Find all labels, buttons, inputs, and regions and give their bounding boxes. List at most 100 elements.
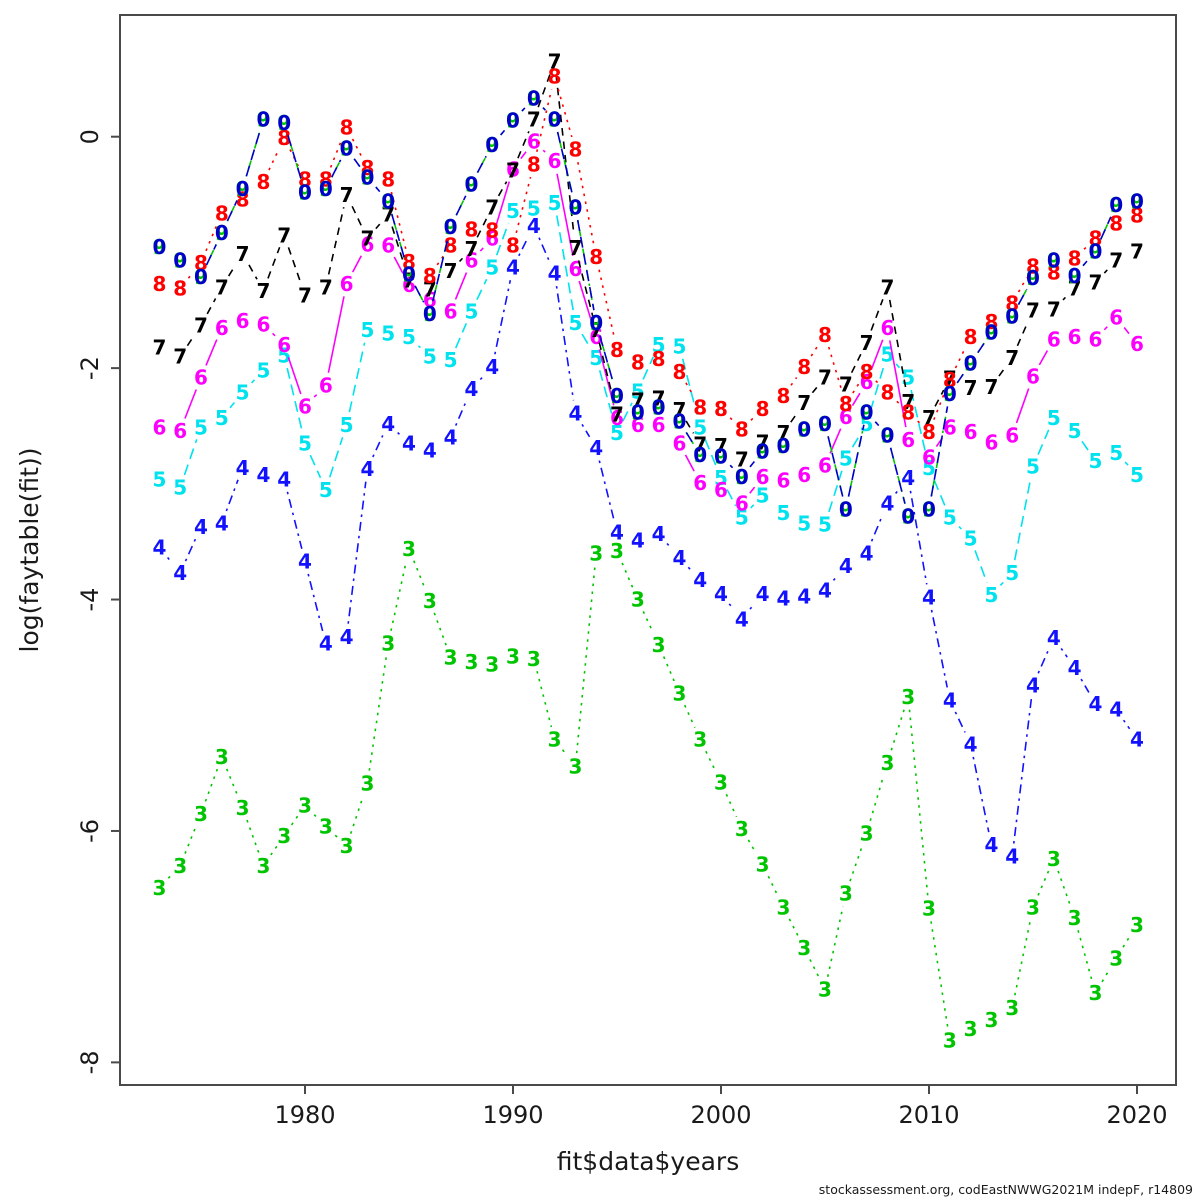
point-label-3: 3 — [984, 1008, 998, 1032]
point-label-9: 9 — [423, 302, 437, 326]
point-label-4: 4 — [901, 466, 915, 490]
point-label-5: 5 — [1130, 463, 1144, 487]
point-label-8: 8 — [340, 116, 354, 140]
series-5-segment — [828, 470, 843, 513]
series-0-segment — [977, 342, 985, 354]
point-label-8: 8 — [589, 245, 603, 269]
point-label-3: 3 — [693, 728, 707, 752]
point-label-9: 9 — [714, 444, 728, 468]
point-label-6: 6 — [1130, 332, 1144, 356]
series-4-segment — [909, 490, 928, 585]
point-label-6: 6 — [402, 273, 416, 297]
point-label-5: 5 — [818, 513, 832, 537]
point-label-3: 3 — [548, 728, 562, 752]
series-5-segment — [974, 550, 988, 583]
point-label-9: 9 — [860, 400, 874, 424]
point-label-8: 8 — [194, 251, 208, 275]
point-label-0: 0 — [194, 265, 208, 289]
point-label-6: 6 — [423, 288, 437, 312]
point-label-8: 8 — [901, 400, 915, 424]
series-7-segment — [458, 257, 464, 263]
point-label-7: 7 — [464, 237, 478, 261]
point-label-8: 8 — [527, 153, 541, 177]
point-label-6: 6 — [277, 333, 291, 357]
series-8-segment — [436, 255, 444, 266]
point-label-3: 3 — [735, 817, 749, 841]
point-label-7: 7 — [1130, 239, 1144, 263]
point-label-6: 6 — [756, 465, 770, 489]
point-label-4: 4 — [194, 515, 208, 539]
point-label-9: 9 — [568, 195, 582, 219]
point-label-9: 9 — [527, 87, 541, 111]
series-5-segment — [476, 278, 488, 301]
plot-box — [119, 14, 1177, 1086]
point-label-5: 5 — [527, 197, 541, 221]
point-label-0: 0 — [984, 320, 998, 344]
point-label-4: 4 — [839, 554, 853, 578]
point-label-7: 7 — [152, 335, 166, 359]
point-label-0: 0 — [818, 412, 832, 436]
series-5-segment — [704, 438, 717, 467]
point-label-0: 0 — [1068, 264, 1082, 288]
point-label-9: 9 — [1130, 190, 1144, 214]
point-label-3: 3 — [360, 772, 374, 796]
point-label-6: 6 — [360, 233, 374, 257]
series-4-segment — [555, 285, 575, 401]
point-label-4: 4 — [714, 582, 728, 606]
point-label-0: 0 — [423, 302, 437, 326]
series-3-segment — [204, 768, 219, 802]
point-label-7: 7 — [714, 434, 728, 458]
point-label-5: 5 — [256, 359, 270, 383]
series-4-segment — [225, 479, 239, 512]
point-label-9: 9 — [340, 136, 354, 160]
series-8-segment — [810, 345, 819, 357]
point-label-4: 4 — [1026, 673, 1040, 697]
series-7-segment — [537, 73, 551, 108]
point-label-0: 0 — [714, 444, 728, 468]
series-8-segment — [329, 139, 343, 168]
point-label-7: 7 — [818, 366, 832, 390]
point-label-9: 9 — [173, 249, 187, 273]
y-tick-label: -2 — [76, 356, 104, 380]
point-label-3: 3 — [381, 632, 395, 656]
point-label-4: 4 — [340, 625, 354, 649]
series-8-segment — [729, 417, 734, 421]
series-6-segment — [888, 340, 907, 428]
series-5-segment — [1081, 440, 1089, 451]
point-label-0: 0 — [610, 384, 624, 408]
point-label-4: 4 — [1047, 626, 1061, 650]
series-0-segment — [1017, 288, 1028, 306]
point-label-9: 9 — [1088, 239, 1102, 263]
point-label-7: 7 — [194, 314, 208, 338]
series-5-segment — [1037, 429, 1050, 455]
series-3-segment — [930, 921, 949, 1028]
point-label-9: 9 — [236, 177, 250, 201]
series-6-segment — [272, 332, 276, 337]
point-label-0: 0 — [880, 423, 894, 447]
point-label-3: 3 — [922, 897, 936, 921]
series-4-segment — [1060, 647, 1068, 658]
point-label-5: 5 — [340, 413, 354, 437]
point-label-3: 3 — [714, 771, 728, 795]
point-label-8: 8 — [984, 310, 998, 334]
point-label-5: 5 — [735, 506, 749, 530]
point-label-0: 0 — [256, 108, 270, 132]
series-0-segment — [749, 460, 755, 468]
point-label-3: 3 — [776, 896, 790, 920]
point-label-0: 0 — [589, 311, 603, 335]
point-label-6: 6 — [943, 415, 957, 439]
point-label-3: 3 — [298, 794, 312, 818]
point-label-6: 6 — [735, 492, 749, 516]
series-5-segment — [286, 367, 303, 431]
point-label-4: 4 — [1068, 656, 1082, 680]
series-8-segment — [954, 348, 966, 369]
point-label-4: 4 — [1109, 698, 1123, 722]
point-label-6: 6 — [194, 366, 208, 390]
point-label-4: 4 — [464, 377, 478, 401]
series-3-segment — [725, 793, 738, 818]
point-label-8: 8 — [652, 347, 666, 371]
point-label-7: 7 — [485, 195, 499, 219]
